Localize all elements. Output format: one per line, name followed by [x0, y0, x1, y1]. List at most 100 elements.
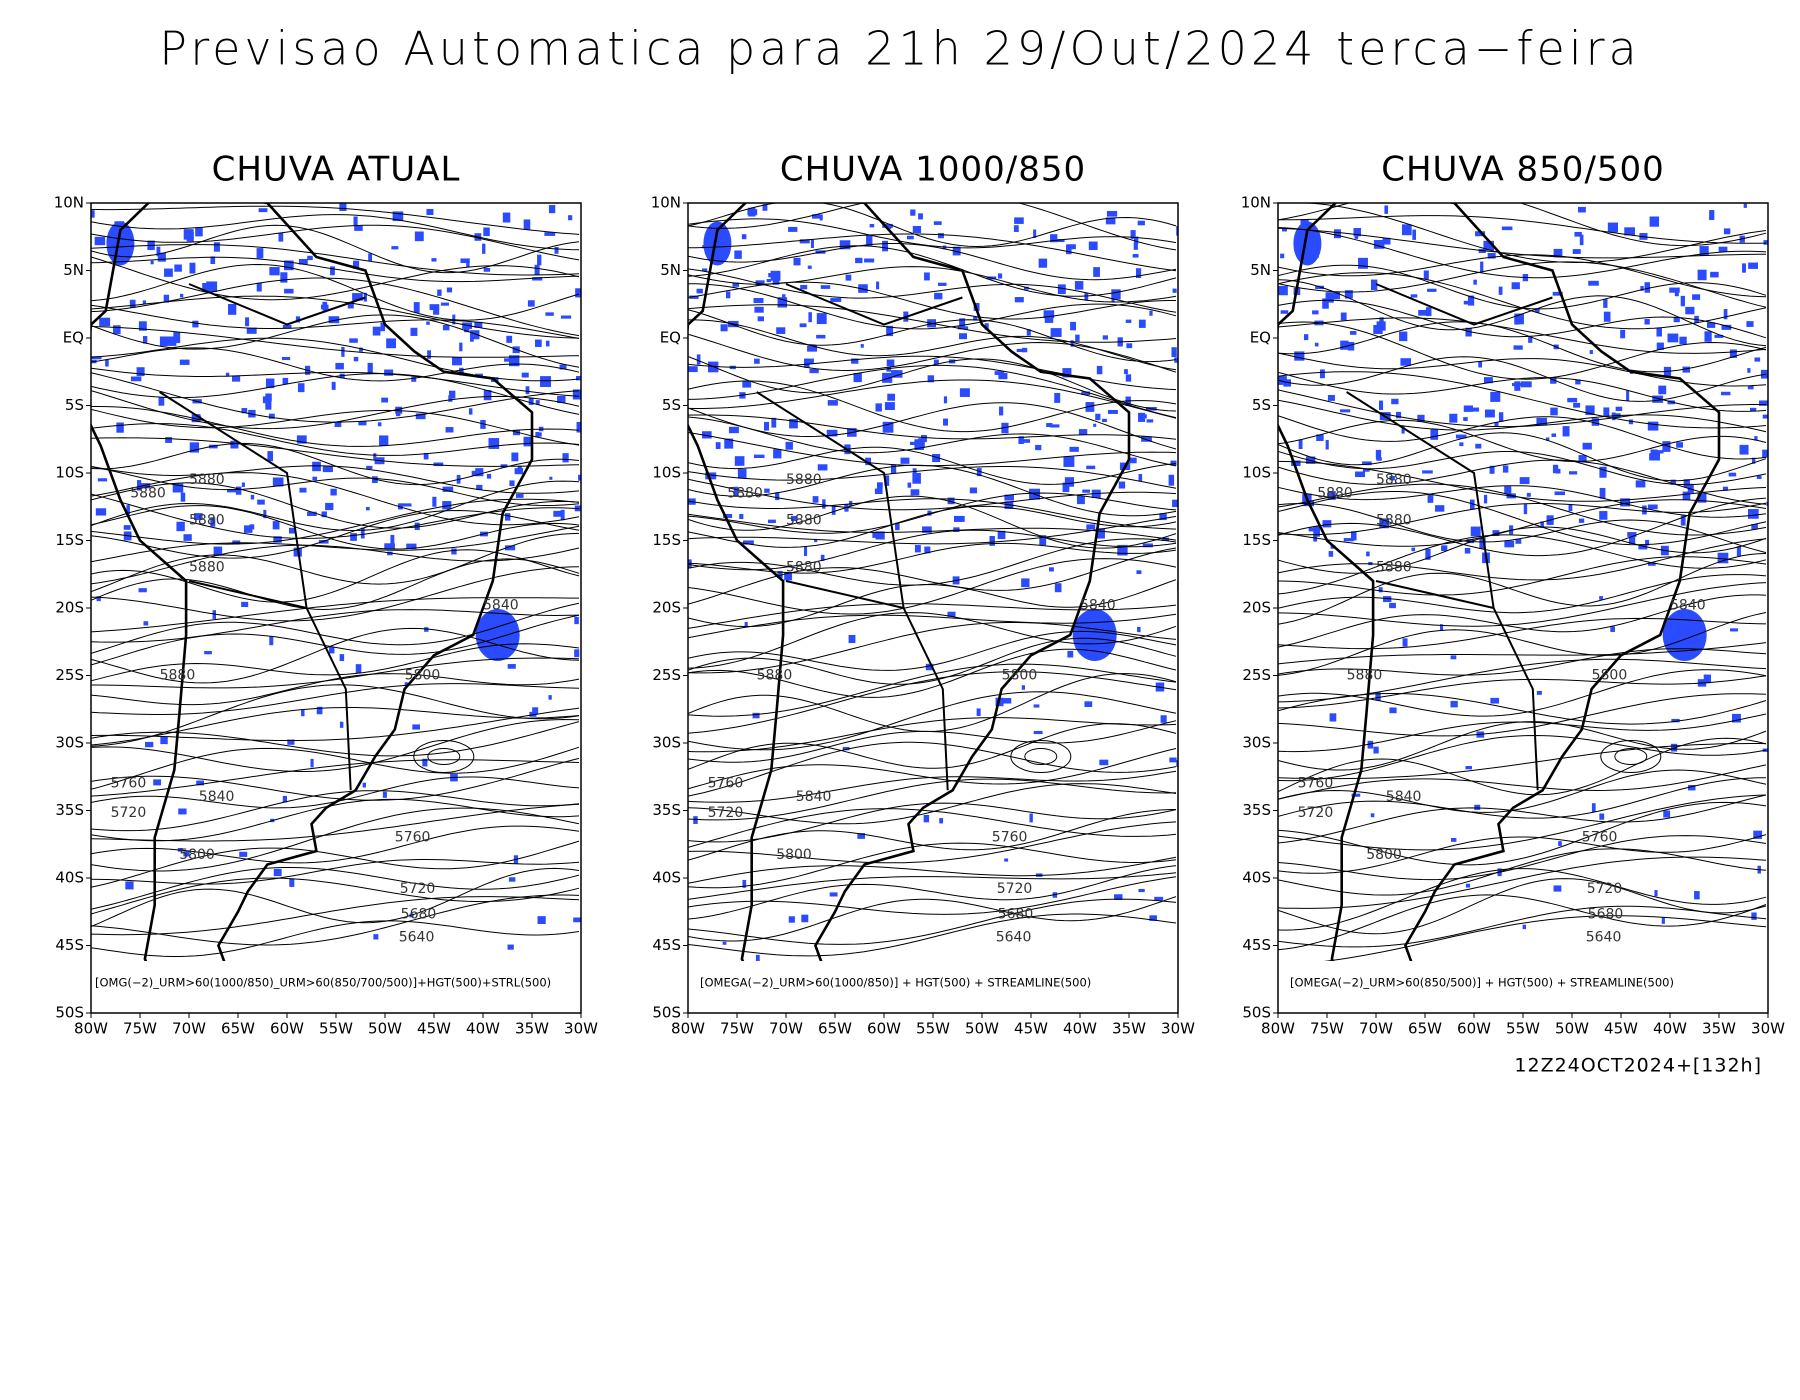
precip-cell	[424, 627, 429, 632]
precip-cell	[1515, 538, 1522, 544]
precip-cell	[1105, 217, 1116, 225]
precip-cell	[339, 203, 347, 212]
precip-cell	[1084, 701, 1093, 707]
contour-label: 5640	[1586, 929, 1622, 945]
precip-cell	[696, 354, 701, 365]
precip-cell	[549, 476, 553, 480]
precip-cell	[1067, 244, 1076, 250]
precip-cell	[299, 487, 307, 493]
precip-cell	[173, 332, 181, 344]
precip-cell	[875, 531, 885, 540]
precip-cell	[1673, 316, 1680, 323]
lat-tick-label: 5S	[65, 396, 84, 414]
precip-cell	[1519, 477, 1530, 485]
precip-cell	[742, 381, 752, 388]
precip-cell	[1553, 248, 1563, 258]
streamline	[1278, 227, 1767, 279]
precip-cell	[553, 510, 562, 517]
precip-cell	[196, 780, 204, 786]
precip-cell	[952, 246, 961, 256]
precip-cell	[1747, 385, 1754, 390]
precip-cell	[1730, 628, 1739, 632]
lon-tick-label: 35W	[515, 1020, 549, 1038]
precip-cell	[827, 400, 838, 406]
contour-label: 5720	[400, 881, 436, 897]
lon-tick-label: 55W	[1506, 1020, 1540, 1038]
streamline	[688, 896, 1177, 942]
precip-cell	[939, 818, 944, 824]
precip-cell	[1514, 313, 1524, 325]
streamline	[688, 513, 1177, 541]
precip-cell	[574, 616, 579, 625]
precip-cell	[1645, 539, 1650, 546]
precip-cell	[1026, 329, 1031, 336]
precip-cell	[373, 453, 377, 460]
precip-cell	[1706, 322, 1716, 328]
precip-cell	[452, 357, 462, 366]
precip-cell	[142, 300, 147, 305]
precip-cell	[1111, 289, 1121, 300]
precip-cell	[1350, 531, 1357, 541]
precip-cell	[1401, 425, 1405, 434]
precip-cell	[1050, 328, 1062, 337]
precip-cell	[918, 213, 923, 220]
precip-cell	[192, 320, 199, 328]
precip-cell	[1066, 244, 1072, 255]
precip-cell	[1427, 288, 1437, 292]
lat-tick-label: 5S	[1252, 396, 1271, 414]
precip-cell	[788, 226, 798, 232]
precip-cell	[1552, 464, 1559, 474]
precip-cell	[321, 511, 327, 518]
precip-cell	[1401, 224, 1412, 236]
precip-cell	[1523, 504, 1528, 515]
precip-cell	[172, 483, 184, 493]
lon-tick-label: 65W	[221, 1020, 255, 1038]
precip-cell	[959, 333, 967, 340]
precip-cell	[1136, 570, 1142, 575]
precip-cell	[289, 878, 295, 887]
precip-cell	[1048, 567, 1054, 572]
precip-cell	[1002, 698, 1012, 704]
precip-cell	[1470, 526, 1481, 537]
precip-cell	[1603, 407, 1610, 417]
precip-cell	[788, 916, 795, 923]
precip-cell	[1498, 412, 1504, 422]
precip-cell	[515, 493, 524, 498]
precip-cell	[350, 533, 357, 541]
streamline	[1278, 801, 1767, 866]
contour-label: 5840	[483, 597, 519, 613]
precip-cell	[1572, 249, 1581, 254]
streamline	[1278, 371, 1767, 412]
precip-cell	[1671, 718, 1680, 723]
precip-cell	[925, 663, 934, 671]
precip-cell	[1642, 505, 1647, 515]
precip-cell	[1038, 258, 1048, 268]
precip-cell	[1688, 784, 1696, 791]
precip-cell	[307, 255, 313, 261]
precip-cell	[1086, 465, 1096, 470]
precip-cell	[476, 484, 483, 491]
streamline	[688, 492, 1177, 534]
lon-tick-label: 35W	[1112, 1020, 1146, 1038]
lat-tick-label: 35S	[652, 801, 681, 819]
contour-label: 5720	[708, 805, 744, 821]
precip-cell	[820, 554, 825, 562]
precip-cell	[1473, 279, 1477, 285]
precip-cell	[812, 496, 819, 503]
precip-cell	[820, 285, 831, 289]
precip-cell	[1694, 891, 1700, 900]
streamline	[1278, 499, 1767, 547]
precip-cell	[1391, 398, 1399, 405]
streamline	[1278, 502, 1767, 536]
precip-cell	[762, 204, 768, 211]
streamline	[91, 643, 580, 682]
precip-cell	[1343, 538, 1354, 542]
precip-cell	[1379, 400, 1384, 411]
streamline	[91, 683, 580, 715]
contour-label: 5760	[1298, 776, 1334, 792]
streamline	[688, 770, 1177, 803]
precip-cell	[572, 389, 581, 400]
streamline	[91, 325, 580, 358]
precip-cell	[1749, 407, 1757, 412]
precip-cell	[241, 482, 245, 488]
